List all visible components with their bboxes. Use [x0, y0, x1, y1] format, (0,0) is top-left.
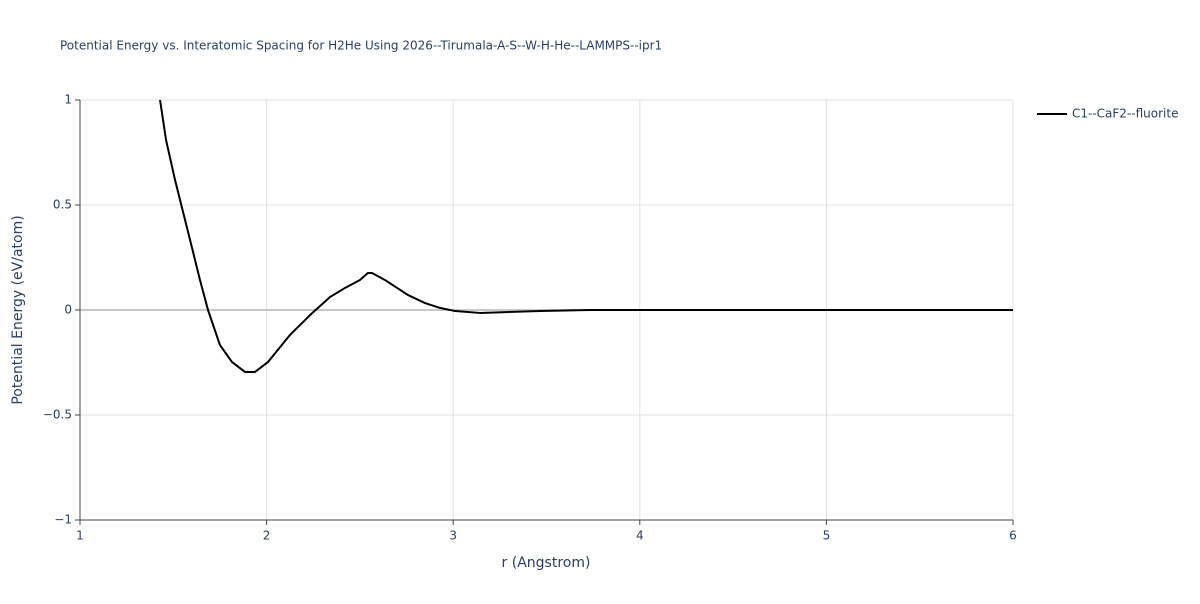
x-tick-label: 5	[823, 529, 831, 543]
y-tick-label: −0.5	[43, 408, 72, 422]
line-series	[159, 99, 1013, 373]
x-tick-label: 1	[76, 529, 84, 543]
y-tick-label: −1	[54, 513, 72, 527]
x-tick-label: 4	[636, 529, 644, 543]
x-tick-label: 3	[449, 529, 457, 543]
y-tick-label: 0	[64, 303, 72, 317]
legend-label: C1--CaF2--fluorite	[1072, 107, 1178, 121]
y-tick-label: 0.5	[53, 198, 72, 212]
y-tick-label: 1	[64, 93, 72, 107]
x-tick-label: 6	[1009, 529, 1017, 543]
x-axis-label: r (Angstrom)	[502, 555, 591, 571]
x-tick-label: 2	[263, 529, 271, 543]
chart-title: Potential Energy vs. Interatomic Spacing…	[60, 39, 662, 53]
y-axis-label: Potential Energy (eV/atom)	[10, 215, 26, 404]
